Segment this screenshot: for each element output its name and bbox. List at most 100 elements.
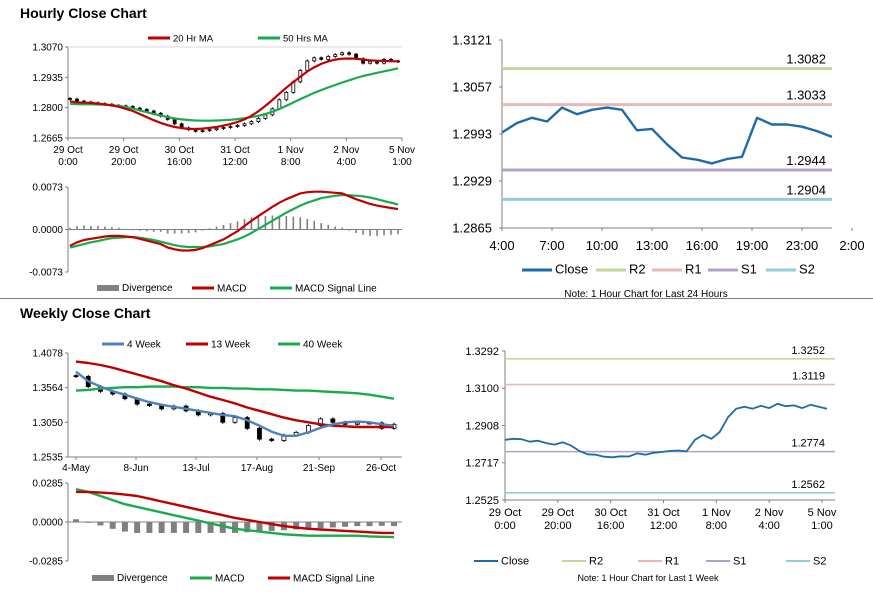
weekly-price-x-tick-label: 26-Oct: [366, 463, 396, 474]
weekly-macd-divergence-bar: [134, 522, 141, 533]
weekly-macd-y-tick-label: 0.0285: [32, 479, 63, 490]
hourly-macd-divergence-bar: [383, 229, 385, 236]
hourly-price-candle-body: [333, 54, 338, 57]
hourly-macd-y-tick-label: 0.0073: [32, 183, 63, 194]
hourly-macd-divergence-bar: [208, 228, 211, 230]
weekly-macd-divergence-bar: [342, 522, 349, 527]
hourly-macd-divergence-bar: [348, 229, 350, 231]
weekly-price-candle-body: [244, 417, 250, 429]
hourly-price-candle-body: [312, 57, 317, 62]
hourly-macd-divergence-bar: [118, 227, 120, 230]
hourly-price-x-tick-label: 20:00: [111, 157, 136, 168]
w1-note: Note: 1 Hour Chart for Last 1 Week: [578, 573, 719, 583]
w1-x-tick-label: 8:00: [706, 520, 727, 532]
hourly-price-candle-body: [228, 126, 233, 128]
w1-legend-r2-label: R2: [589, 556, 603, 568]
hourly-price-x-tick-label: 0:00: [58, 157, 78, 168]
hourly-macd-signal-line: [69, 194, 399, 249]
weekly-legend-divergence-swatch: [92, 575, 114, 581]
hourly-macd-divergence-bar: [390, 229, 392, 235]
weekly-macd-y-tick-label: 0.0000: [32, 518, 63, 529]
hourly-macd-divergence-bar: [90, 226, 92, 230]
hourly-price-candle-body: [340, 52, 345, 56]
hourly-macd-divergence-bar: [83, 225, 85, 230]
weekly-macd-divergence-bar: [121, 522, 128, 532]
w1-y-tick-label: 1.3100: [465, 383, 499, 395]
weekly-legend-macd-label: MACD: [215, 574, 244, 585]
hourly-price-x-tick-label: 2 Nov: [333, 145, 359, 156]
hourly-macd-divergence-bar: [138, 229, 141, 231]
weekly-macd-signal-line: [76, 490, 394, 535]
w1-x-tick-label: 2 Nov: [755, 507, 784, 519]
hourly-macd-divergence-bar: [104, 226, 106, 230]
h24-y-tick-label: 1.2929: [452, 174, 492, 189]
hourly-macd-divergence-bar: [278, 215, 281, 230]
weekly-section-title: Weekly Close Chart: [20, 305, 151, 321]
weekly-price-y-tick-label: 1.3050: [32, 418, 63, 429]
weekly-macd-divergence-bar: [232, 522, 238, 533]
weekly-macd-divergence-bar: [366, 522, 373, 527]
hourly-macd-line: [69, 190, 399, 252]
w1-legend-close-label: Close: [501, 556, 529, 568]
hourly-price-candle-body: [347, 52, 352, 55]
hourly-macd-divergence-bar: [159, 229, 162, 232]
h24-x-tick-label: 23:00: [786, 238, 819, 253]
hourly-macd-divergence-bar: [132, 229, 134, 231]
w1-x-tick-label: 5 Nov: [808, 507, 837, 519]
weekly-price-candle-body: [73, 375, 79, 378]
weekly-price-y-tick-label: 1.3564: [32, 383, 63, 394]
h24-note: Note: 1 Hour Chart for Last 24 Hours: [564, 289, 727, 300]
hourly-macd-divergence-bar: [173, 229, 176, 234]
hourly-price-candle-body: [305, 60, 310, 71]
h24-legend-r1-label: R1: [685, 262, 702, 277]
w1-x-tick-label: 20:00: [544, 520, 572, 532]
h24-level-s2-label: 1.2904: [786, 182, 826, 197]
hourly-price-x-tick-label: 16:00: [167, 157, 192, 168]
weekly-macd-y-tick-label: -0.0285: [29, 557, 63, 568]
hourly-price-x-tick-label: 12:00: [222, 157, 247, 168]
hourly-price-x-tick-label: 31 Oct: [220, 145, 250, 156]
weekly-macd-divergence-bar: [317, 522, 324, 529]
hourly-price-y-tick-label: 1.2935: [32, 73, 63, 84]
hourly-price-candle-body: [249, 121, 254, 125]
w1-x-tick-label: 30 Oct: [594, 507, 626, 519]
hourly-price-candle-body: [221, 127, 226, 129]
hourly-macd-divergence-bar: [111, 227, 113, 230]
weekly-price-candle-body: [318, 418, 324, 427]
weekly-macd-divergence-bar: [146, 522, 153, 533]
hourly-price-x-tick-label: 5 Nov: [389, 145, 415, 156]
weekly-price-candle-body: [146, 403, 152, 406]
hourly-price-x-tick-label: 1 Nov: [278, 145, 304, 156]
hourly-ma20-line: [69, 57, 399, 131]
hourly-price-candle-body: [368, 60, 372, 64]
weekly-price-x-tick-label: 8-Jun: [123, 463, 148, 474]
weekly-price-candle-body: [220, 413, 226, 423]
hourly-macd-divergence-bar: [369, 229, 371, 236]
weekly-macd-divergence-bar: [158, 522, 165, 533]
hourly-macd-divergence-bar: [243, 219, 246, 230]
w1-y-tick-label: 1.3292: [465, 346, 499, 358]
hourly-legend-divergence-label: Divergence: [122, 283, 173, 294]
weekly-macd-divergence-bar: [354, 522, 361, 527]
hourly-price-candle-body: [326, 56, 331, 60]
weekly-macd-divergence-bar: [207, 522, 214, 533]
w1-legend-r1-label: R1: [665, 556, 679, 568]
hourly-price-x-tick-label: 4:00: [337, 157, 357, 168]
h24-level-r1-label: 1.3033: [786, 88, 826, 103]
weekly-price-candle-body: [232, 417, 238, 423]
w1-y-tick-label: 1.2525: [465, 495, 499, 507]
w1-x-tick-label: 1 Nov: [702, 507, 731, 519]
weekly-price-candle-body: [257, 427, 262, 440]
hourly-macd-divergence-bar: [125, 228, 127, 230]
hourly-macd-divergence-bar: [201, 229, 204, 231]
weekly-legend-4wk-label: 4 Week: [127, 340, 162, 351]
h24-x-tick-label: 16:00: [686, 238, 719, 253]
w1-x-tick-label: 29 Oct: [489, 507, 521, 519]
hourly-macd-divergence-bar: [362, 229, 364, 235]
hourly-macd-divergence-bar: [299, 217, 302, 230]
hourly-macd-divergence-bar: [264, 216, 267, 230]
w1-legend-s1-label: S1: [733, 556, 746, 568]
weekly-ma13-line: [75, 360, 394, 429]
hourly-price-x-tick-label: 29 Oct: [109, 145, 139, 156]
